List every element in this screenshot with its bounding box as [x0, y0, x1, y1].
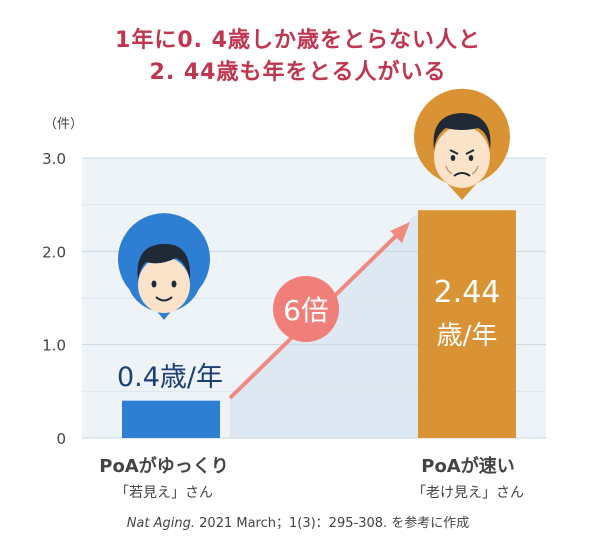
old-face-icon: [413, 88, 511, 200]
value-label-1: 0.4歳/年: [117, 362, 223, 393]
bar-2: [418, 210, 516, 438]
chart-title-line1: 1年に0. 4歳しか歳をとらない人と: [115, 28, 481, 53]
source-citation: Nat Aging. 2021 March；1(3)：295-308. を参考に…: [0, 512, 596, 531]
bar-1: [122, 400, 220, 438]
bars: [122, 210, 516, 438]
y-unit-label: （件）: [44, 117, 83, 132]
value-label-2-unit: 歳/年: [437, 321, 498, 351]
y-axis-ticks: 0 1.0 2.0 3.0: [42, 150, 66, 448]
category-2-note: 「老け見え」さん: [412, 485, 524, 501]
category-1-label: PoAがゆっくり: [99, 456, 229, 477]
source-details: 2021 March；1(3)：295-308. を参考に作成: [199, 516, 470, 531]
y-tick-label: 2.0: [42, 243, 66, 261]
young-face-icon: [118, 213, 210, 320]
value-labels: 0.4歳/年 2.44 歳/年: [117, 275, 500, 393]
y-tick-label: 0: [56, 430, 66, 448]
category-1-note: 「若見え」さん: [115, 485, 213, 501]
category-1: PoAがゆっくり 「若見え」さん: [82, 452, 246, 502]
y-tick-label: 3.0: [42, 150, 66, 168]
source-journal: Nat Aging.: [126, 516, 196, 531]
category-2-label: PoAが速い: [421, 456, 515, 477]
chart-title-line2: 2. 44歳も年をとる人がいる: [149, 60, 447, 85]
y-tick-label: 1.0: [42, 337, 66, 355]
ratio-label: 6倍: [283, 294, 329, 327]
value-label-2-number: 2.44: [434, 275, 501, 310]
category-2: PoAが速い 「老け見え」さん: [380, 452, 556, 502]
ratio-circle: [273, 276, 339, 342]
trend-arrow-head: [390, 222, 410, 243]
